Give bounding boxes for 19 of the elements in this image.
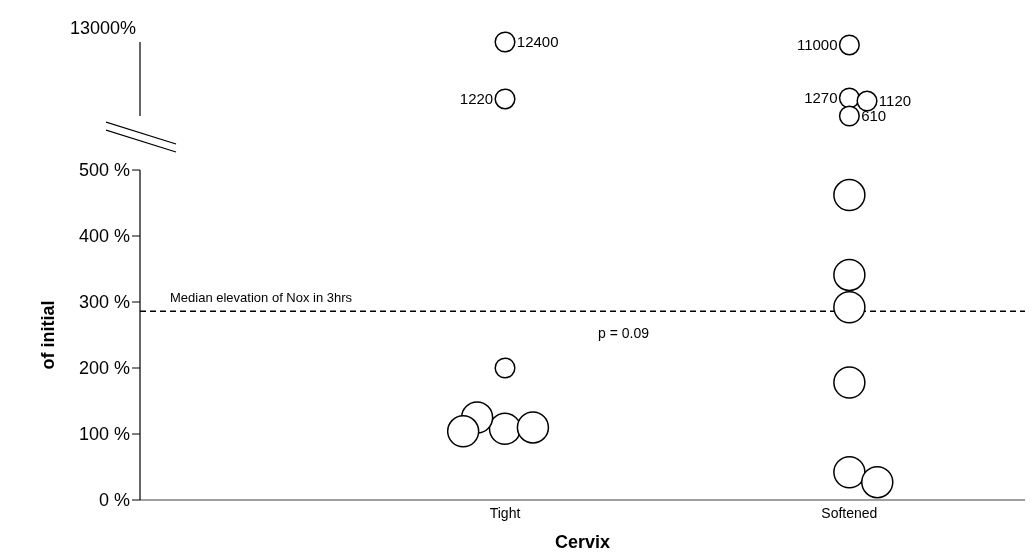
annotation: p = 0.09 <box>598 325 649 341</box>
data-label: 1120 <box>878 92 912 110</box>
data-label: 12400 <box>516 33 559 51</box>
x-tick-label: Tight <box>489 504 521 521</box>
ref-line-label: Median elevation of Nox in 3hrs <box>170 290 353 306</box>
y-tick-label: 200 % <box>78 358 130 379</box>
data-label: 610 <box>861 107 887 125</box>
data-label: 1270 <box>804 89 838 107</box>
text: 13000% <box>69 18 136 39</box>
data-label: 1220 <box>459 90 494 108</box>
y-tick-label: 0 % <box>98 490 130 511</box>
y-tick-label: 400 % <box>78 226 130 247</box>
data-label: 11000 <box>796 36 838 54</box>
x-axis-title: Cervix <box>554 532 611 552</box>
y-tick-label: 300 % <box>78 292 130 313</box>
y-tick-label: 100 % <box>78 424 130 445</box>
y-axis-title: of initial <box>38 300 59 370</box>
y-tick-label: 500 % <box>78 160 130 181</box>
x-tick-label: Softened <box>821 504 878 521</box>
